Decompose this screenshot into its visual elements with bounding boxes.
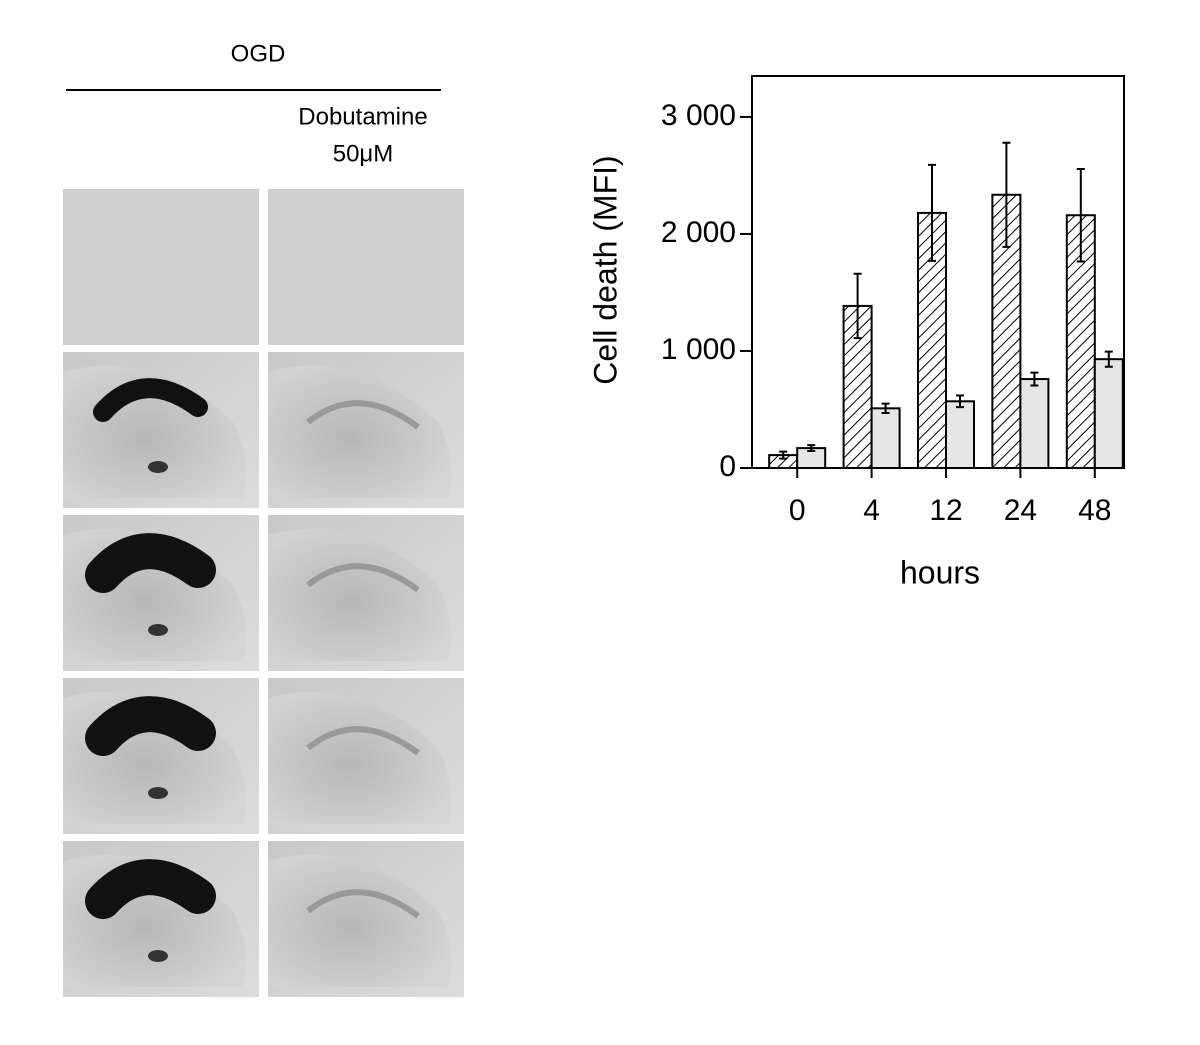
y-tick-label: 3 000 xyxy=(661,99,736,132)
tissue xyxy=(268,365,452,498)
x-tick-label: 4 xyxy=(863,494,880,527)
column-label: 50μM xyxy=(333,140,394,167)
faint-layer xyxy=(306,726,420,756)
panel-header: OGD xyxy=(231,40,286,67)
lesion-spot xyxy=(148,461,168,473)
error-bar xyxy=(1104,350,1113,368)
bar xyxy=(1019,378,1050,470)
bar xyxy=(1093,358,1124,469)
slice-image xyxy=(268,189,464,345)
lesion-spot xyxy=(148,787,168,799)
tissue xyxy=(268,691,452,824)
error-bar xyxy=(1030,371,1039,387)
x-axis-label: hours xyxy=(900,554,980,590)
y-tick-label: 0 xyxy=(719,450,736,483)
error-bar xyxy=(807,444,816,453)
lesion xyxy=(85,696,216,756)
error-bar xyxy=(853,272,862,340)
lesion xyxy=(85,533,216,593)
y-axis-label: Cell death (MFI) xyxy=(587,155,623,384)
lesion xyxy=(85,859,216,919)
bar xyxy=(870,407,901,469)
error-bar xyxy=(1076,168,1085,263)
lesion xyxy=(93,378,208,422)
lesion-spot xyxy=(148,624,168,636)
error-bar xyxy=(928,163,936,262)
column-label: Dobutamine xyxy=(298,103,427,130)
image-grid xyxy=(63,189,464,997)
plot-frame xyxy=(751,75,1125,469)
slice-image xyxy=(63,189,259,345)
y-tick-label: 2 000 xyxy=(661,216,736,249)
error-bar xyxy=(779,450,788,460)
tissue xyxy=(268,854,452,987)
chart: Cell death (MFI) hours 0 1 000 2 000 3 000 0… xyxy=(587,75,1125,590)
bar xyxy=(945,400,975,469)
error-bar xyxy=(1002,141,1011,248)
error-bar xyxy=(956,394,964,409)
faint-layer xyxy=(306,400,420,430)
x-tick-label: 24 xyxy=(1004,494,1037,527)
y-tick-label: 1 000 xyxy=(661,333,736,366)
error-bar xyxy=(881,402,890,415)
x-tick-label: 0 xyxy=(789,494,806,527)
x-tick-label: 12 xyxy=(929,494,962,527)
tissue xyxy=(268,528,452,661)
x-tick-label: 48 xyxy=(1078,494,1111,527)
lesion-spot xyxy=(148,950,168,962)
faint-layer xyxy=(306,563,420,593)
faint-layer xyxy=(306,889,420,919)
